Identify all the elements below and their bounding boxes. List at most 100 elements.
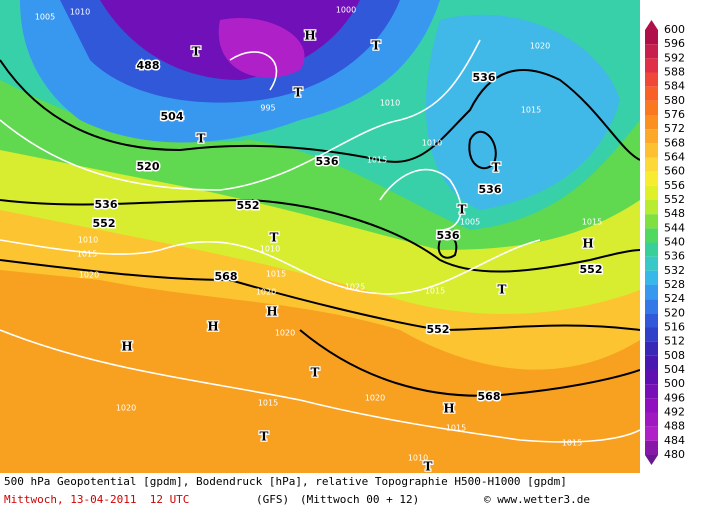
colorbar-swatch (645, 86, 658, 101)
colorbar-swatch (645, 440, 658, 455)
colorbar-swatch (645, 129, 658, 144)
pressure-center: T (294, 86, 303, 100)
colorbar-top-arrow (645, 20, 658, 30)
weather-map: 1005 1010 488 T H 1000 T T 504 995 520 536 536 T 536 55… (0, 0, 685, 473)
pressure-center: H (443, 402, 454, 416)
colorbar-swatch (645, 157, 658, 172)
isobar-label: 1020 (530, 42, 550, 51)
colorbar-swatch (645, 171, 658, 186)
colorbar-swatch (645, 384, 658, 399)
colorbar-label: 520 (664, 306, 685, 319)
pressure-center: H (266, 305, 277, 319)
colorbar-label: 484 (664, 434, 685, 447)
isobar-label: 1020 (79, 271, 99, 280)
pressure-center: T (458, 203, 467, 217)
isobar-label: 1015 (446, 424, 466, 433)
colorbar-label: 508 (664, 349, 685, 362)
pressure-center: H (121, 340, 132, 354)
colorbar-swatch (645, 355, 658, 370)
geopotential-label: 536 (479, 183, 502, 196)
pressure-center: H (582, 237, 593, 251)
geopotential-label: 536 (316, 155, 339, 168)
colorbar-label: 548 (664, 207, 685, 220)
colorbar-swatch (645, 242, 658, 257)
colorbar-swatch (645, 327, 658, 342)
isobar-label: 1025 (345, 283, 365, 292)
isobar-label: 1015 (425, 287, 445, 296)
colorbar-swatch (645, 58, 658, 73)
colorbar-label: 544 (664, 221, 685, 234)
colorbar-swatch (645, 285, 658, 300)
isobar-label: 1010 (260, 245, 280, 254)
colorbar-swatch (645, 200, 658, 215)
geopotential-label: 536 (473, 71, 496, 84)
colorbar-label: 540 (664, 236, 685, 249)
colorbar-label: 576 (664, 108, 685, 121)
pressure-center: T (372, 39, 381, 53)
colorbar-swatch (645, 313, 658, 328)
geopotential-label: 568 (478, 390, 501, 403)
colorbar-swatch (645, 185, 658, 200)
colorbar-label: 584 (664, 80, 685, 93)
footer-run: (Mittwoch 00 + 12) (300, 493, 420, 506)
colorbar-swatch (645, 214, 658, 229)
isobar-label: 1010 (422, 139, 442, 148)
isobar-label: 1015 (266, 270, 286, 279)
colorbar-label: 496 (664, 391, 685, 404)
colorbar-label: 600 (664, 23, 685, 36)
colorbar-label: 568 (664, 136, 685, 149)
colorbar-label: 536 (664, 250, 685, 263)
colorbar-label: 580 (664, 94, 685, 107)
colorbar-label: 572 (664, 122, 685, 135)
colorbar-label: 488 (664, 420, 685, 433)
colorbar-label: 596 (664, 37, 685, 50)
colorbar-swatch (645, 412, 658, 427)
geopotential-label: 536 (95, 198, 118, 211)
colorbar-label: 516 (664, 321, 685, 334)
pressure-center: T (260, 430, 269, 444)
colorbar-label: 524 (664, 292, 685, 305)
isobar-label: 1010 (380, 99, 400, 108)
colorbar-swatch (645, 341, 658, 356)
colorbar-label: 512 (664, 335, 685, 348)
isobar-label: 1020 (365, 394, 385, 403)
geopotential-label: 552 (237, 199, 260, 212)
isobar-label: 1020 (256, 288, 276, 297)
colorbar-label: 532 (664, 264, 685, 277)
isobar-label: 1010 (408, 454, 428, 463)
pressure-center: H (207, 320, 218, 334)
colorbar-label: 592 (664, 51, 685, 64)
colorbar-label: 500 (664, 377, 685, 390)
colorbar-label: 504 (664, 363, 685, 376)
colorbar-bottom-arrow (645, 455, 658, 465)
colorbar-label: 564 (664, 151, 685, 164)
geopotential-label: 488 (137, 59, 160, 72)
pressure-center: H (304, 29, 315, 43)
isobar-label: 1005 (460, 218, 480, 227)
colorbar-label: 552 (664, 193, 685, 206)
isobar-label: 1005 (35, 13, 55, 22)
pressure-center: T (270, 231, 279, 245)
isobar-label: 1015 (562, 439, 582, 448)
colorbar-swatch (645, 256, 658, 271)
colorbar-label: 560 (664, 165, 685, 178)
isobar-label: 1015 (258, 399, 278, 408)
geopotential-label: 552 (93, 217, 116, 230)
isobar-label: 1020 (275, 329, 295, 338)
footer-date: Mittwoch, 13-04-2011 12 UTC (4, 493, 190, 506)
pressure-center: T (197, 132, 206, 146)
colorbar-swatch (645, 299, 658, 314)
colorbar-label: 528 (664, 278, 685, 291)
colorbar-label: 588 (664, 66, 685, 79)
colorbar-label: 492 (664, 406, 685, 419)
colorbar-swatch (645, 426, 658, 441)
colorbar-swatch (645, 115, 658, 130)
colorbar-swatch (645, 270, 658, 285)
geopotential-label: 504 (161, 110, 184, 123)
pressure-center: T (498, 283, 507, 297)
geopotential-label: 568 (215, 270, 238, 283)
pressure-center: T (192, 45, 201, 59)
colorbar-swatch (645, 398, 658, 413)
footer-description: 500 hPa Geopotential [gpdm], Bodendruck … (4, 475, 567, 488)
